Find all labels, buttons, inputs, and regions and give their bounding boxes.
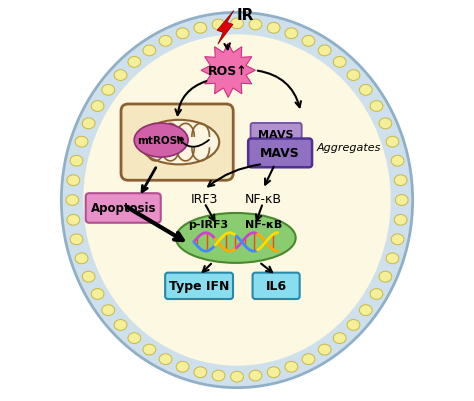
Ellipse shape [67, 215, 80, 226]
Ellipse shape [102, 305, 115, 316]
Ellipse shape [347, 320, 360, 330]
Ellipse shape [386, 253, 399, 264]
Text: IR: IR [237, 8, 254, 23]
Ellipse shape [231, 371, 243, 382]
Ellipse shape [194, 367, 207, 378]
Ellipse shape [176, 361, 189, 372]
Ellipse shape [143, 344, 156, 355]
Ellipse shape [267, 367, 280, 378]
Polygon shape [201, 44, 255, 98]
Ellipse shape [394, 215, 407, 226]
Ellipse shape [91, 289, 104, 300]
Ellipse shape [159, 36, 172, 47]
Text: MAVS: MAVS [258, 130, 294, 140]
Ellipse shape [249, 20, 262, 31]
Ellipse shape [386, 137, 399, 148]
Text: mtROS↑: mtROS↑ [137, 136, 186, 146]
Ellipse shape [212, 20, 225, 31]
FancyBboxPatch shape [251, 124, 301, 146]
Text: Type IFN: Type IFN [169, 279, 229, 293]
FancyBboxPatch shape [165, 273, 233, 299]
Ellipse shape [347, 71, 360, 81]
Ellipse shape [379, 119, 392, 130]
Ellipse shape [318, 344, 331, 355]
Ellipse shape [391, 234, 404, 245]
Ellipse shape [391, 156, 404, 167]
Ellipse shape [176, 29, 189, 40]
FancyBboxPatch shape [121, 105, 233, 181]
Ellipse shape [83, 35, 391, 366]
Ellipse shape [128, 57, 141, 68]
FancyBboxPatch shape [248, 139, 312, 168]
Ellipse shape [333, 57, 346, 68]
Ellipse shape [70, 234, 83, 245]
Text: IL6: IL6 [265, 279, 287, 293]
Ellipse shape [91, 101, 104, 112]
Ellipse shape [370, 289, 383, 300]
Ellipse shape [359, 85, 372, 96]
Ellipse shape [82, 271, 95, 282]
Text: ROS↑: ROS↑ [209, 65, 248, 77]
Ellipse shape [159, 354, 172, 365]
Ellipse shape [285, 29, 298, 40]
Text: Apoptosis: Apoptosis [91, 202, 156, 215]
Ellipse shape [212, 370, 225, 381]
Polygon shape [217, 11, 234, 45]
FancyBboxPatch shape [253, 273, 300, 299]
Ellipse shape [176, 213, 296, 263]
Ellipse shape [143, 46, 156, 57]
Ellipse shape [370, 101, 383, 112]
Ellipse shape [285, 361, 298, 372]
Text: IRF3: IRF3 [191, 192, 218, 205]
Text: MAVS: MAVS [260, 147, 300, 160]
Ellipse shape [302, 36, 315, 47]
Ellipse shape [318, 46, 331, 57]
Ellipse shape [139, 121, 219, 165]
Ellipse shape [114, 320, 127, 330]
Ellipse shape [394, 175, 407, 186]
Ellipse shape [302, 354, 315, 365]
Ellipse shape [82, 119, 95, 130]
Ellipse shape [75, 137, 88, 148]
Ellipse shape [114, 71, 127, 81]
Ellipse shape [333, 333, 346, 344]
Ellipse shape [70, 156, 83, 167]
Ellipse shape [359, 305, 372, 316]
Text: p-IRF3: p-IRF3 [188, 219, 228, 229]
Text: Aggregates: Aggregates [317, 142, 381, 152]
Ellipse shape [231, 19, 243, 30]
Ellipse shape [102, 85, 115, 96]
Ellipse shape [67, 175, 80, 186]
Ellipse shape [128, 333, 141, 344]
Ellipse shape [134, 124, 188, 158]
Ellipse shape [379, 271, 392, 282]
Ellipse shape [267, 23, 280, 34]
Ellipse shape [194, 23, 207, 34]
Ellipse shape [61, 13, 413, 388]
Ellipse shape [395, 195, 408, 206]
FancyBboxPatch shape [86, 194, 161, 223]
Ellipse shape [66, 195, 79, 206]
Text: NF-κB: NF-κB [245, 219, 283, 229]
Ellipse shape [75, 253, 88, 264]
Text: NF-κB: NF-κB [245, 192, 282, 205]
Ellipse shape [249, 370, 262, 381]
